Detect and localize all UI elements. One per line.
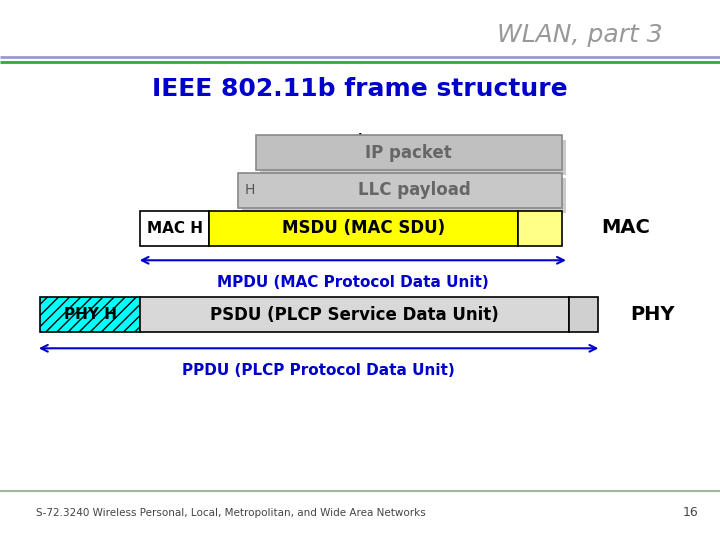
Text: MPDU (MAC Protocol Data Unit): MPDU (MAC Protocol Data Unit) xyxy=(217,275,489,291)
Bar xyxy=(238,173,562,208)
Bar xyxy=(256,135,562,170)
Bar xyxy=(569,297,598,332)
Text: PPDU (PLCP Protocol Data Unit): PPDU (PLCP Protocol Data Unit) xyxy=(182,363,455,379)
Text: MAC H: MAC H xyxy=(147,221,202,235)
Bar xyxy=(518,211,562,246)
Text: PHY: PHY xyxy=(630,305,675,324)
Bar xyxy=(242,178,566,213)
Text: PSDU (PLCP Service Data Unit): PSDU (PLCP Service Data Unit) xyxy=(210,306,499,323)
Text: IP packet: IP packet xyxy=(365,144,452,161)
Text: S-72.3240 Wireless Personal, Local, Metropolitan, and Wide Area Networks: S-72.3240 Wireless Personal, Local, Metr… xyxy=(36,508,426,518)
Text: H: H xyxy=(245,184,256,197)
Text: WLAN, part 3: WLAN, part 3 xyxy=(497,23,662,47)
Text: :: : xyxy=(356,128,364,147)
Text: IEEE 802.11b frame structure: IEEE 802.11b frame structure xyxy=(152,77,568,101)
Bar xyxy=(40,297,140,332)
Bar xyxy=(140,211,209,246)
Bar xyxy=(260,140,566,175)
Bar xyxy=(140,297,569,332)
Text: PHY H: PHY H xyxy=(63,307,117,322)
Bar xyxy=(209,211,518,246)
Text: 16: 16 xyxy=(683,507,698,519)
Text: LLC payload: LLC payload xyxy=(358,181,470,199)
Text: MSDU (MAC SDU): MSDU (MAC SDU) xyxy=(282,219,445,237)
Text: MAC: MAC xyxy=(601,218,650,238)
